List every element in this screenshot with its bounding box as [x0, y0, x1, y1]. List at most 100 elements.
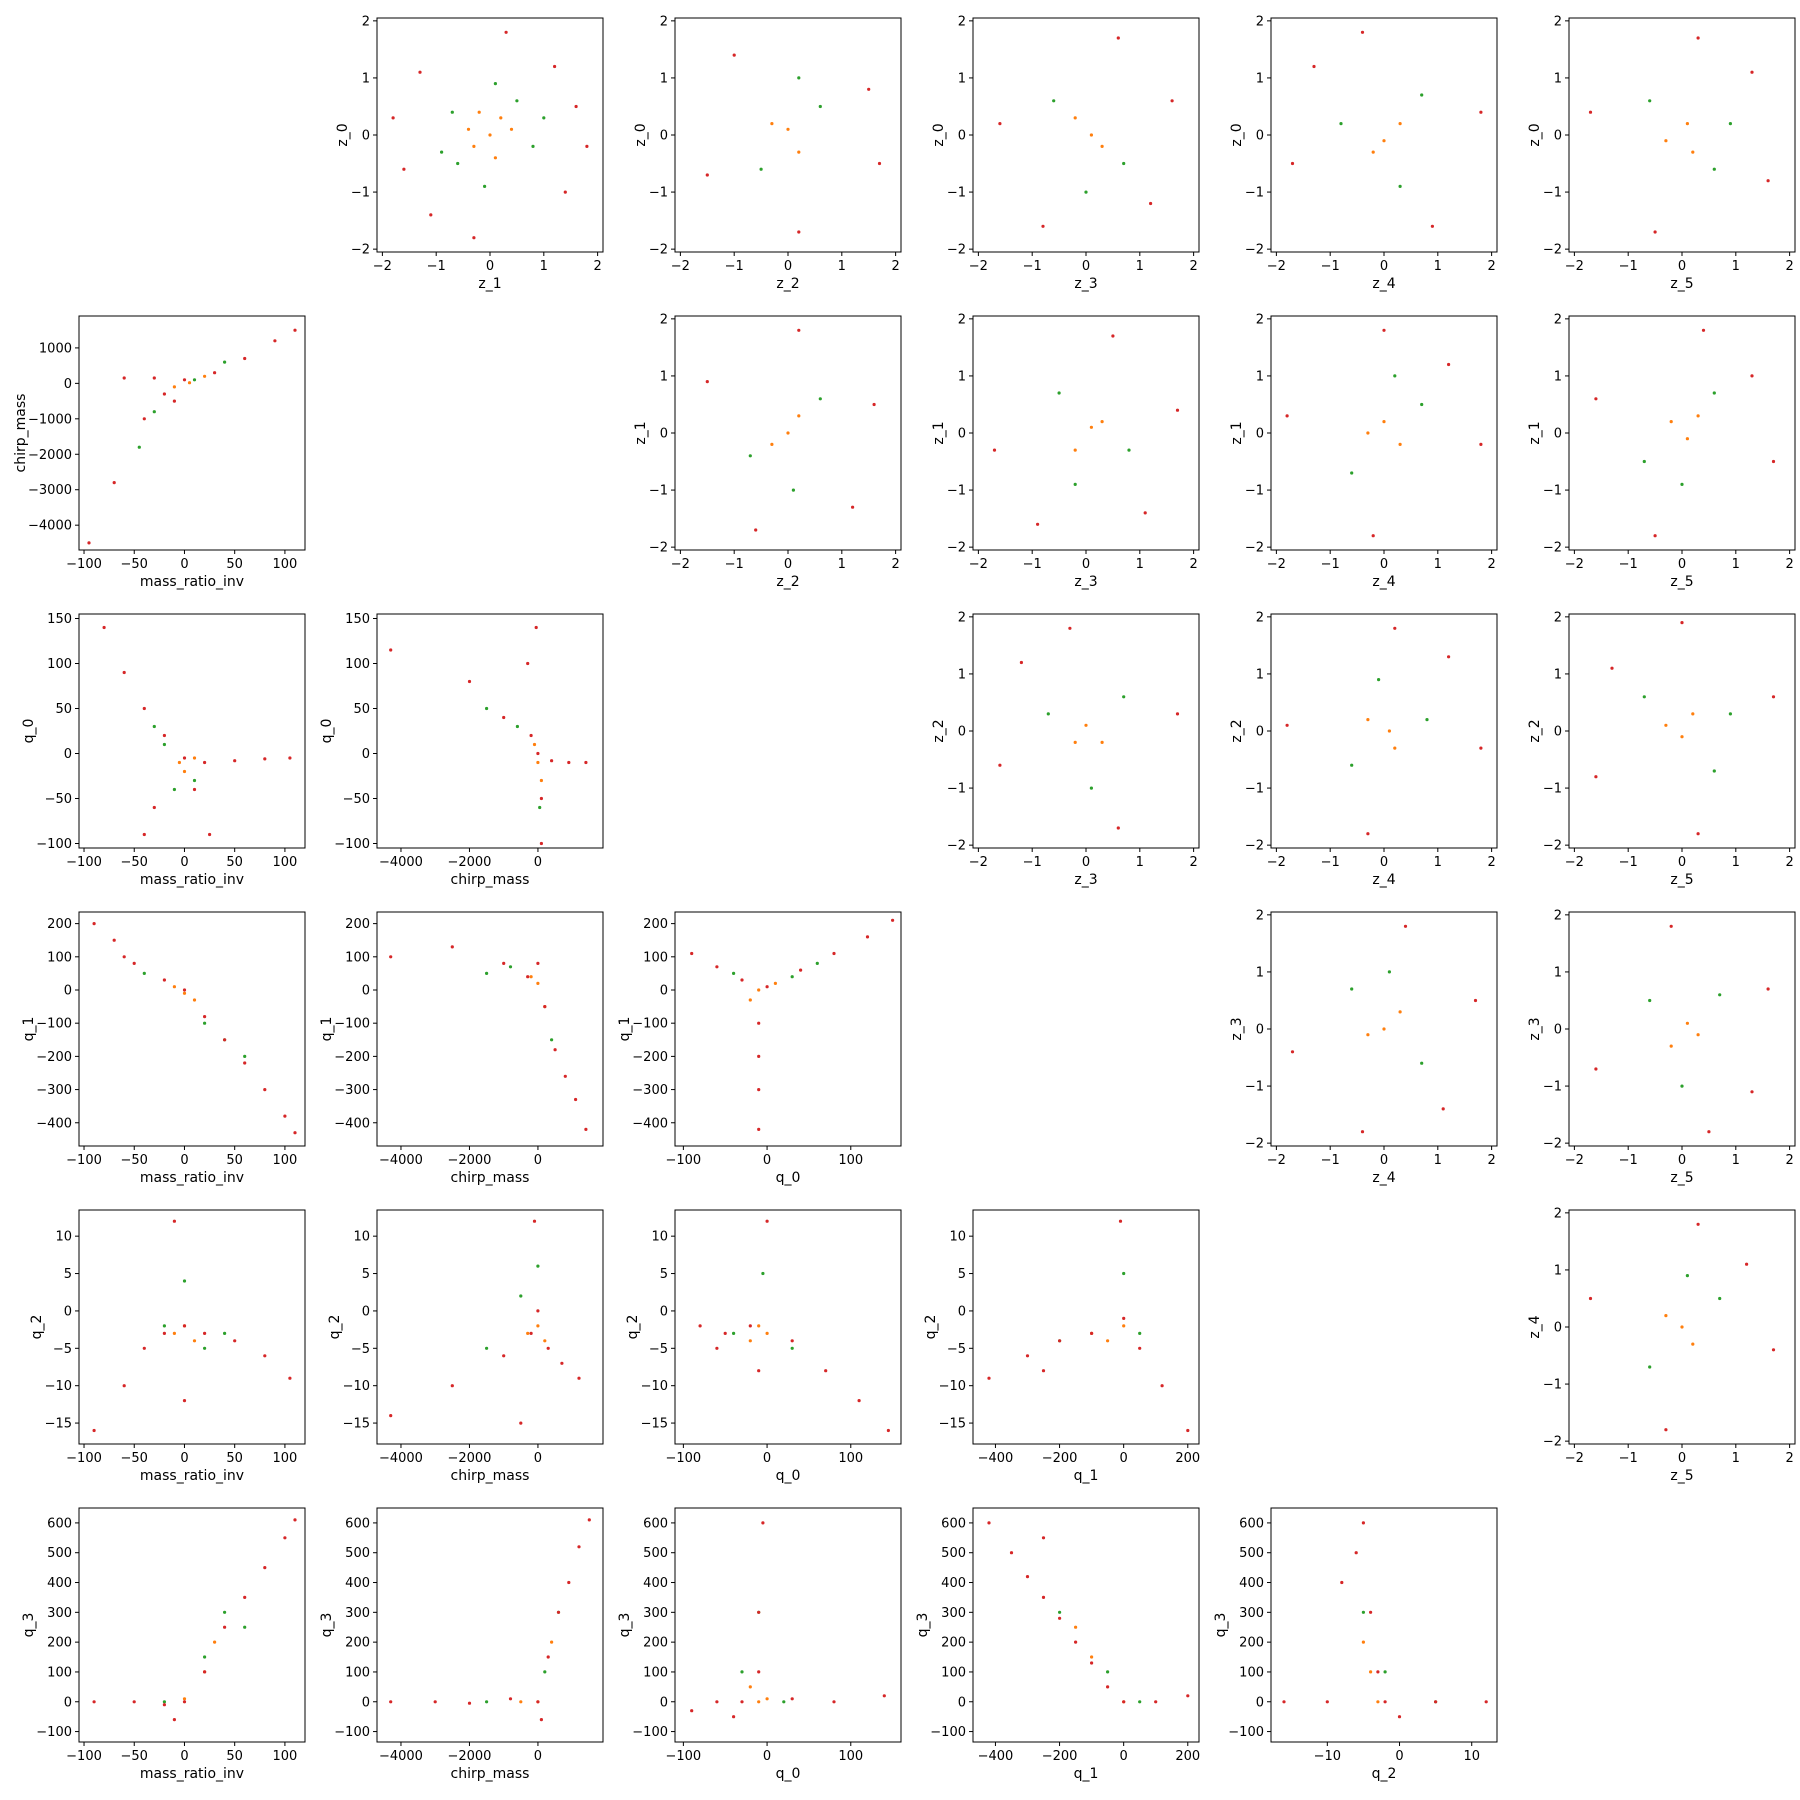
data-point	[1057, 391, 1061, 395]
x-tick-label: 0	[1380, 557, 1388, 572]
data-point	[429, 213, 433, 217]
data-point	[1420, 1061, 1424, 1065]
data-point	[786, 127, 790, 131]
data-point	[536, 981, 540, 986]
x-axis-label: chirp_mass	[451, 1170, 530, 1186]
data-point	[208, 832, 212, 837]
data-point	[450, 945, 454, 949]
y-tick-label: −15	[939, 1417, 966, 1432]
data-point	[477, 110, 481, 114]
data-point	[172, 399, 176, 403]
data-point	[203, 1331, 207, 1335]
data-point	[1718, 1296, 1722, 1301]
data-point	[1138, 1700, 1142, 1704]
data-point	[1484, 1700, 1488, 1704]
y-axis-label: q_2	[625, 1315, 641, 1340]
y-tick-label: −1	[1543, 1378, 1562, 1393]
y-tick-label: 600	[643, 1516, 668, 1531]
y-tick-label: 400	[1239, 1576, 1264, 1591]
x-tick-label: −2	[1565, 259, 1584, 274]
y-axis-label: z_2	[1527, 719, 1543, 742]
y-tick-label: −100	[36, 837, 72, 852]
data-point	[172, 787, 176, 792]
x-tick-label: −50	[121, 557, 148, 572]
data-point	[519, 1700, 523, 1704]
data-point	[526, 1331, 530, 1335]
data-point	[223, 1331, 227, 1335]
data-point	[534, 625, 538, 630]
data-point	[1728, 712, 1732, 716]
data-point	[563, 190, 567, 194]
x-axis-label: q_0	[776, 1766, 801, 1782]
x-tick-label: 2	[1785, 1153, 1793, 1168]
x-tick-label: 50	[226, 557, 243, 572]
axes-frame	[78, 1507, 306, 1743]
y-axis-label: z_0	[633, 123, 649, 146]
data-point	[1707, 1130, 1711, 1134]
y-tick-label: 100	[1239, 1665, 1264, 1680]
x-tick-label: 0	[1678, 557, 1686, 572]
x-axis-label: mass_ratio_inv	[140, 872, 244, 888]
data-point	[1073, 116, 1077, 120]
x-tick-label: 2	[1487, 259, 1495, 274]
data-point	[723, 1331, 727, 1335]
data-point	[203, 1655, 207, 1659]
data-point	[1325, 1700, 1329, 1704]
data-point	[536, 1324, 540, 1328]
data-point	[1382, 328, 1386, 332]
scatter-panel: −2 −1 0 1 2 −2 −1 0 1 2 z_2 z_1	[633, 312, 902, 590]
x-tick-label: −2	[1267, 557, 1286, 572]
y-tick-label: −1	[649, 186, 668, 201]
data-point	[799, 968, 803, 972]
data-point	[1382, 139, 1386, 143]
x-tick-label: 0	[1120, 1451, 1128, 1466]
plot-area	[973, 1210, 1199, 1444]
axes-frame	[972, 1507, 1200, 1743]
data-point	[293, 1131, 297, 1135]
data-point	[391, 116, 395, 120]
data-point	[1664, 1428, 1668, 1432]
y-axis-label: z_3	[1229, 1017, 1245, 1040]
x-tick-label: 100	[272, 1153, 297, 1168]
data-point	[587, 1518, 591, 1522]
scatter-panel: −100 0 100 −100 0 100 200 300 400 500 600 q_0 q_3	[617, 1507, 902, 1782]
y-tick-label: −1	[1543, 484, 1562, 499]
x-tick-label: 2	[1785, 1451, 1793, 1466]
x-tick-label: −1	[427, 259, 446, 274]
data-point	[1420, 93, 1424, 97]
plot-area	[1271, 316, 1497, 550]
data-point	[203, 1670, 207, 1674]
y-tick-label: 2	[660, 14, 668, 29]
data-point	[1285, 414, 1289, 418]
x-tick-label: 1	[1434, 1153, 1442, 1168]
data-point	[122, 1384, 126, 1388]
y-tick-label: −2	[649, 243, 668, 258]
data-point	[1642, 695, 1646, 699]
y-tick-label: 500	[345, 1546, 370, 1561]
y-axis-label: chirp_mass	[13, 394, 29, 473]
x-tick-label: −1	[1321, 1153, 1340, 1168]
data-point	[508, 965, 513, 969]
data-point	[1376, 1700, 1380, 1704]
y-tick-label: −15	[45, 1417, 72, 1432]
x-tick-label: 0	[534, 1451, 542, 1466]
data-point	[797, 414, 801, 418]
data-point	[698, 1324, 702, 1328]
data-point	[797, 150, 801, 154]
x-tick-label: −100	[66, 557, 102, 572]
data-point	[172, 385, 176, 389]
data-point	[1366, 431, 1370, 435]
x-tick-label: 1	[1732, 557, 1740, 572]
data-point	[233, 1339, 237, 1343]
data-point	[1122, 1700, 1126, 1704]
x-tick-label: −2	[671, 557, 690, 572]
data-point	[1106, 1670, 1110, 1674]
data-point	[1691, 712, 1695, 716]
axes-frame	[78, 315, 306, 551]
y-axis-label: q_2	[923, 1315, 939, 1340]
data-point	[1019, 660, 1024, 665]
x-tick-label: −2	[1565, 1451, 1584, 1466]
data-point	[1750, 70, 1754, 74]
data-point	[998, 122, 1002, 126]
x-tick-label: −100	[666, 1749, 702, 1764]
